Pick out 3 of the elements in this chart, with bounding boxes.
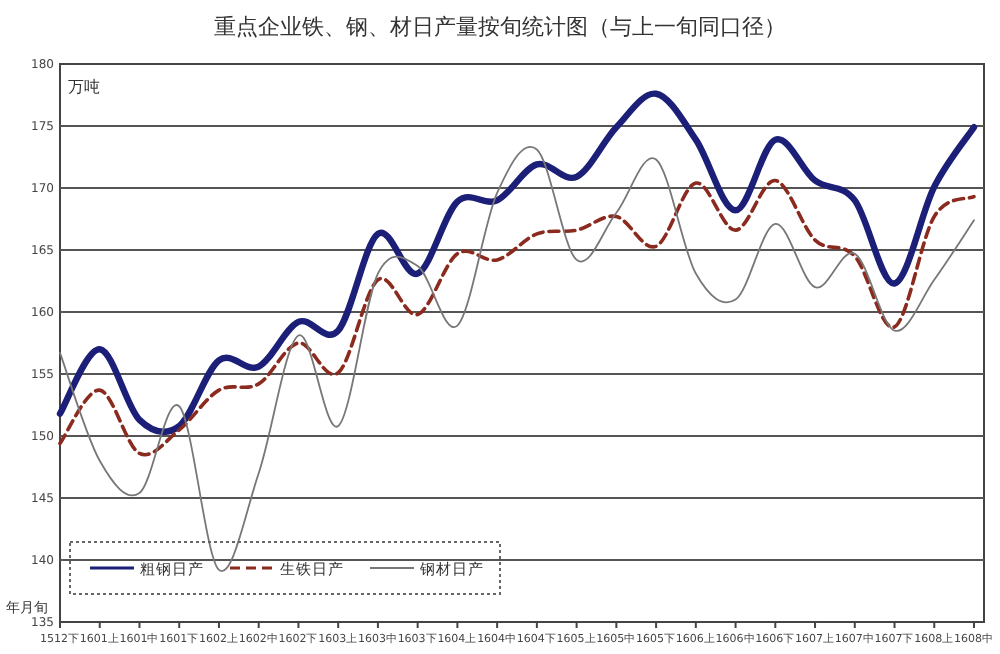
line-series [58,178,976,457]
y-axis-title: 万吨 [68,78,100,96]
chart-title: 重点企业铁、钢、材日产量按旬统计图（与上一旬同口径） [214,14,786,40]
